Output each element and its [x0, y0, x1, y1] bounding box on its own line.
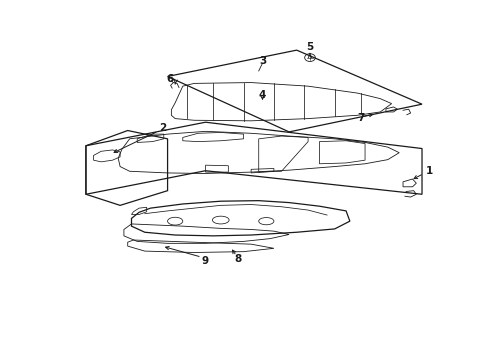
Text: 4: 4 [259, 90, 266, 100]
Text: 6: 6 [167, 74, 173, 84]
Text: 2: 2 [159, 123, 167, 133]
Text: 7: 7 [358, 113, 365, 123]
Text: 1: 1 [426, 166, 433, 176]
Text: 3: 3 [259, 56, 266, 66]
Text: 8: 8 [234, 255, 242, 264]
Text: 9: 9 [202, 256, 209, 266]
Text: 5: 5 [306, 42, 314, 52]
